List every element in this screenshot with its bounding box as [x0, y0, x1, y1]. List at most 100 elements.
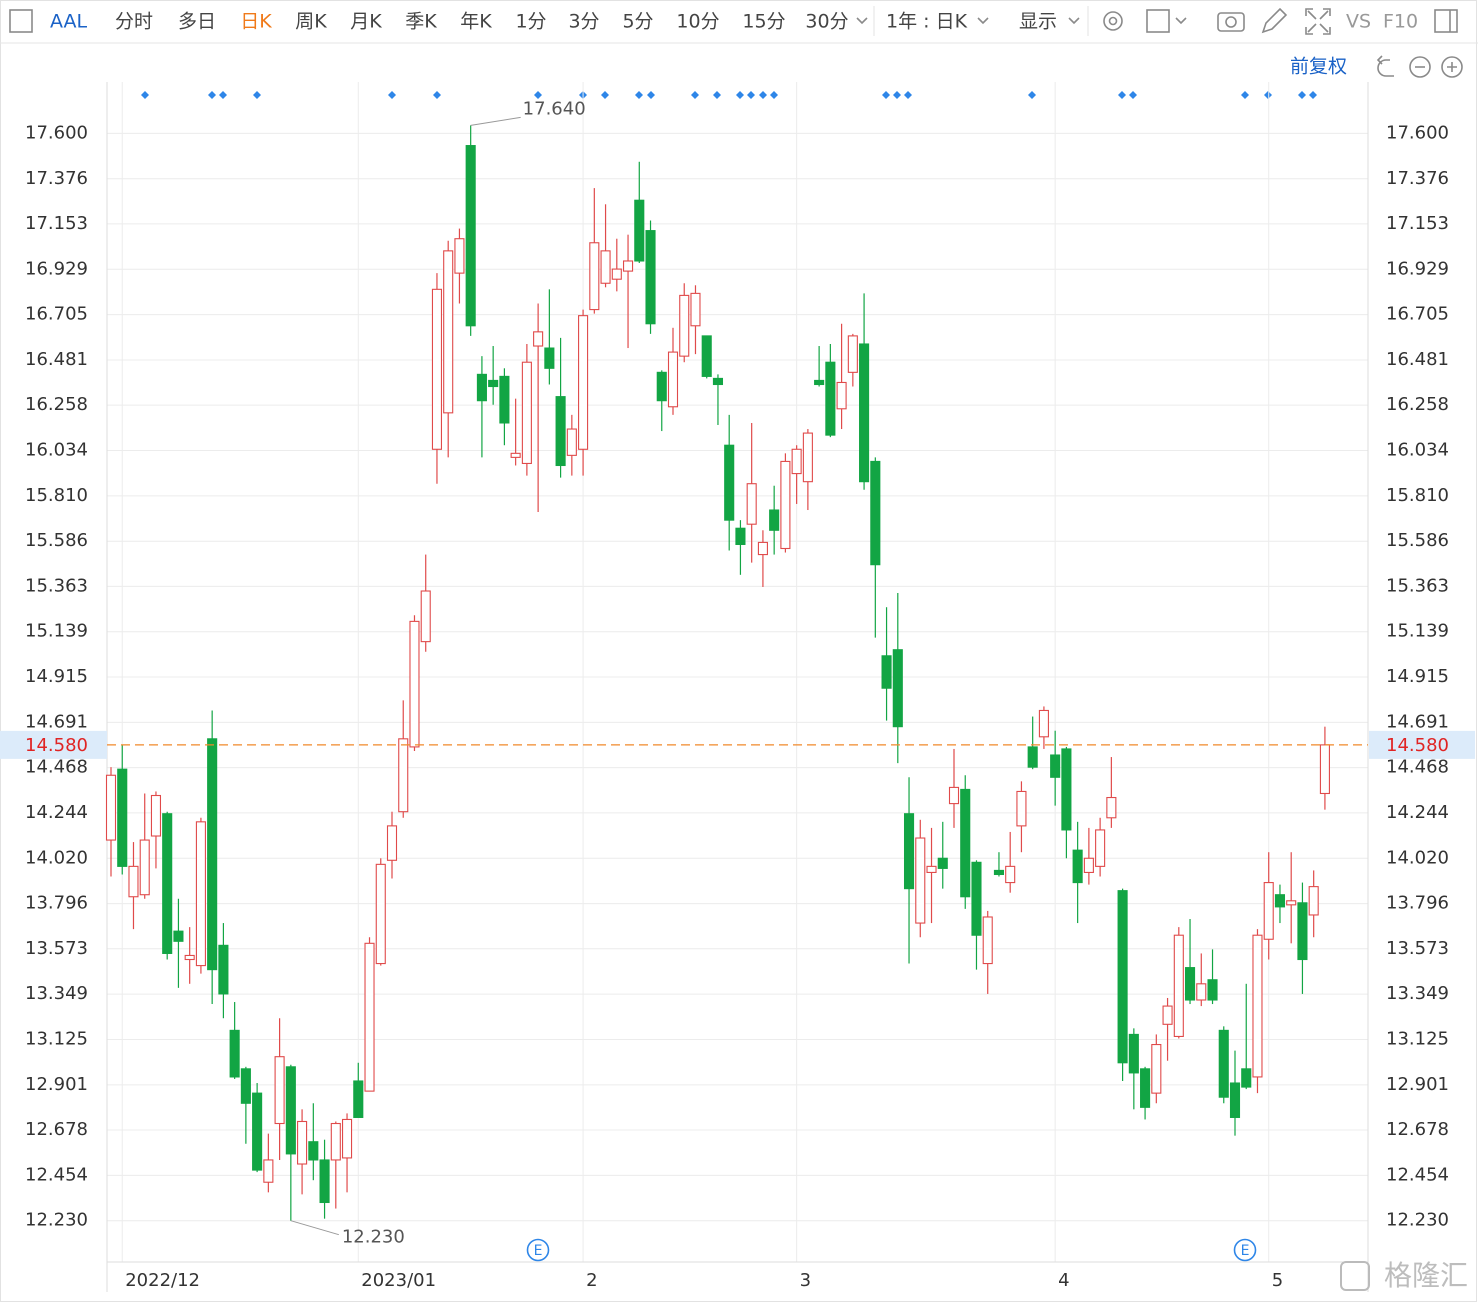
last-price-label: 14.580 [1386, 735, 1449, 756]
period[interactable]: 15分 [742, 11, 785, 33]
candle-body [341, 1118, 353, 1159]
plot: 12.230 12.230 12.454 12.454 12.678 12.678 12.9… [0, 82, 1475, 1292]
last-price-label: 14.580 [25, 735, 88, 756]
range-select[interactable]: 1年 : 日K [886, 11, 968, 33]
period[interactable]: 分时 [115, 11, 153, 33]
watermark: 格隆汇 [1384, 1259, 1468, 1292]
candle-body [825, 361, 836, 436]
candle-body [971, 861, 982, 936]
period[interactable]: 5分 [622, 11, 653, 33]
camera-icon[interactable] [1217, 12, 1245, 32]
candle-body [521, 361, 532, 465]
zoom-in[interactable] [1441, 56, 1463, 78]
candle-body [375, 863, 386, 965]
candle-body [859, 343, 870, 483]
f10-button[interactable]: F10 [1383, 11, 1418, 33]
candle-body [533, 331, 544, 347]
candle-body [128, 865, 139, 898]
vs-button[interactable]: VS [1346, 11, 1371, 33]
candle-body [510, 452, 521, 458]
candle-body [499, 375, 510, 424]
y-tick-label: 12.454 [25, 1164, 88, 1185]
candle-body [274, 1056, 285, 1125]
candle-body [431, 288, 443, 450]
y2-tick-label: 12.230 [1386, 1210, 1449, 1231]
period-active[interactable]: 日K [240, 11, 272, 33]
fullscreen-icon[interactable] [1305, 8, 1331, 35]
y-tick-label: 14.020 [25, 847, 88, 868]
candle-body [1106, 796, 1117, 819]
candle-body [870, 460, 881, 566]
earnings-marker[interactable] [526, 1238, 550, 1262]
candle-body [319, 1159, 330, 1204]
period[interactable]: 10分 [676, 11, 719, 33]
candle-body [1308, 886, 1319, 916]
candle-body [622, 260, 634, 272]
candle-body [1005, 865, 1016, 884]
symbol[interactable]: AAL [50, 11, 88, 33]
sidebar-toggle[interactable] [9, 9, 33, 33]
candle-body [386, 825, 398, 861]
candle-body [207, 738, 218, 971]
candle-body [184, 954, 195, 961]
candle-body [162, 813, 173, 954]
last-price-box [0, 730, 107, 759]
candle-body [488, 379, 499, 388]
last-price-box [1369, 730, 1475, 759]
undo-icon[interactable] [1376, 55, 1394, 77]
y-tick-label: 15.363 [25, 575, 88, 596]
period[interactable]: 季K [405, 11, 437, 33]
y-tick-label: 14.691 [25, 711, 88, 732]
candle-body [780, 460, 791, 550]
period[interactable]: 1分 [515, 11, 546, 33]
y-tick-label: 13.349 [25, 983, 88, 1004]
settings-icon[interactable] [1103, 11, 1123, 31]
event-markers [141, 91, 1317, 99]
candle-body [757, 541, 768, 556]
period[interactable]: 3分 [568, 11, 599, 33]
candle-body [982, 916, 993, 965]
y2-tick-label: 14.244 [1386, 802, 1449, 823]
candle-body [937, 857, 948, 869]
layout-icon[interactable] [1146, 9, 1170, 33]
period[interactable]: 月K [350, 11, 382, 33]
display-select[interactable]: 显示 [1019, 11, 1057, 33]
y2-tick-label: 15.139 [1386, 621, 1449, 642]
adjust-select[interactable]: 前复权 [1290, 56, 1347, 78]
y2-tick-label: 15.810 [1386, 485, 1449, 506]
period[interactable]: 30分 [805, 11, 848, 33]
candle-body [1252, 934, 1263, 1078]
candle-body [139, 839, 150, 896]
candle-body [802, 432, 813, 483]
candle-body [847, 335, 858, 373]
candle-body [769, 509, 780, 531]
candle-body [330, 1122, 341, 1161]
candle-body [915, 837, 926, 924]
candle-body [1319, 744, 1330, 795]
candle-body [1162, 1005, 1173, 1025]
period[interactable]: 年K [460, 11, 492, 33]
zoom-out[interactable] [1409, 56, 1431, 78]
y2-tick-label: 13.349 [1386, 983, 1449, 1004]
candle-body [1184, 967, 1196, 1001]
earnings-marker[interactable] [1233, 1238, 1257, 1262]
y2-tick-label: 12.678 [1386, 1119, 1449, 1140]
candle-body [173, 930, 184, 942]
y-tick-label: 17.153 [25, 213, 88, 234]
panel-icon[interactable] [1434, 9, 1458, 33]
y2-tick-label: 12.901 [1386, 1074, 1449, 1095]
candle-body [1128, 1033, 1139, 1074]
candle-body [476, 373, 487, 402]
candle-body [1061, 748, 1072, 831]
y2-tick-label: 17.153 [1386, 213, 1449, 234]
period[interactable]: 周K [295, 11, 327, 33]
y-tick-label: 15.139 [25, 621, 88, 642]
candle-body [1151, 1043, 1162, 1094]
period[interactable]: 多日 [178, 11, 216, 33]
pencil-icon[interactable] [1261, 7, 1288, 34]
candle-body [1286, 900, 1297, 906]
candle-body [308, 1141, 319, 1161]
candle-body [1207, 979, 1218, 1001]
candle-body [993, 869, 1005, 876]
